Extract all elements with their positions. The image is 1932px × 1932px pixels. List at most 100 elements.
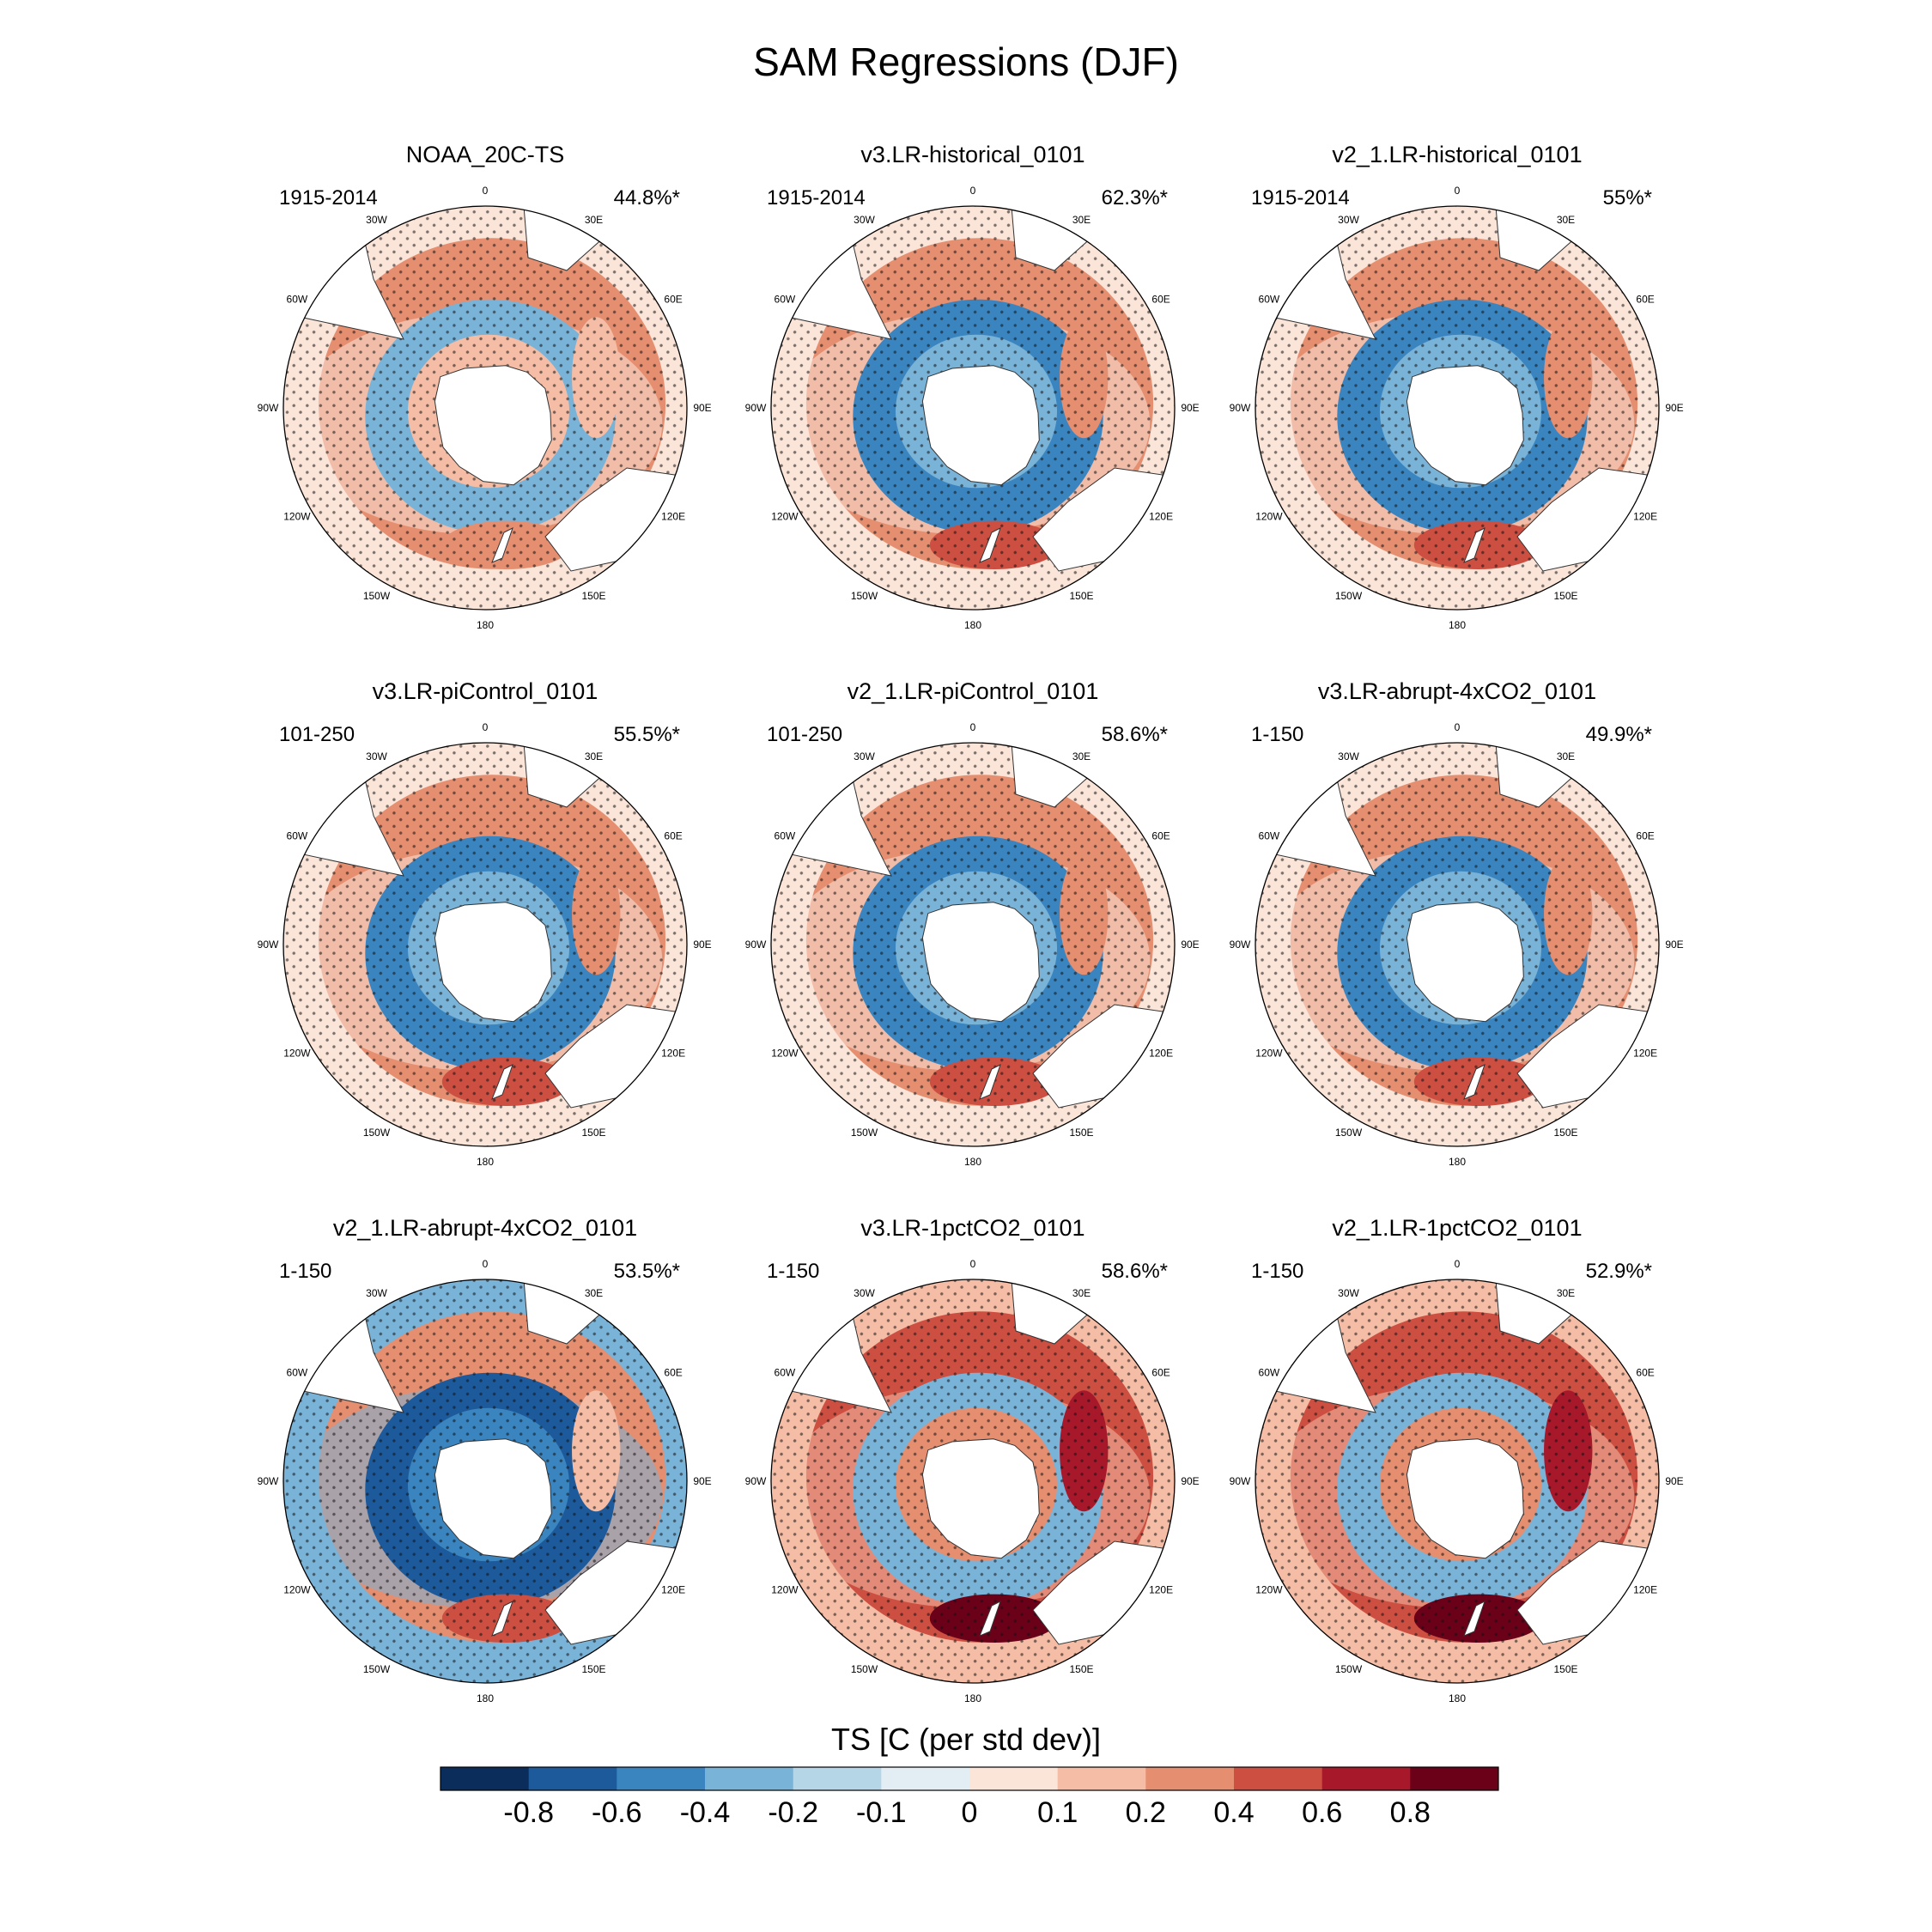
longitude-label: 90W xyxy=(1230,939,1251,951)
map-field xyxy=(283,743,687,1146)
australia-landmass xyxy=(1516,1004,1659,1109)
australia-landmass xyxy=(1516,467,1659,572)
map-border xyxy=(283,1279,688,1684)
longitude-label: 90E xyxy=(1181,402,1199,414)
longitude-label: 60W xyxy=(775,1367,796,1379)
longitude-label: 90W xyxy=(258,1475,279,1487)
longitude-label: 120W xyxy=(283,1584,311,1596)
longitude-label: 120W xyxy=(1255,511,1283,523)
map-panel: NOAA_20C-TS 1915-2014 44.8%* 0 30E 60E 90E 120E… xyxy=(258,142,712,631)
longitude-label: 60W xyxy=(287,294,308,306)
colorbar-tick-label: 0 xyxy=(962,1796,978,1829)
longitude-label: 180 xyxy=(1449,1692,1466,1704)
map-field xyxy=(771,206,1175,610)
longitude-label: 120E xyxy=(1633,1048,1657,1060)
colorbar-swatch xyxy=(528,1767,617,1790)
longitude-label: 120E xyxy=(661,1584,685,1596)
colorbar-tick-label: 0.2 xyxy=(1126,1796,1166,1829)
colorbar-swatch xyxy=(1145,1767,1235,1790)
panel-title: v3.LR-abrupt-4xCO2_0101 xyxy=(1318,678,1596,704)
colorbar-swatch xyxy=(440,1767,530,1790)
longitude-label: 180 xyxy=(964,1156,981,1168)
panel-period: 101-250 xyxy=(279,723,355,746)
longitude-label: 30E xyxy=(1072,750,1091,762)
antarctica-landmass xyxy=(1406,902,1524,1023)
longitude-label: 180 xyxy=(964,619,981,631)
panel-period: 1-150 xyxy=(1251,723,1303,746)
longitude-label: 150E xyxy=(1553,1127,1577,1139)
new-zealand-landmass xyxy=(1463,527,1485,563)
map-panel: v2_1.LR-1pctCO2_0101 1-150 52.9%* 0 30E 60E 90… xyxy=(1230,1215,1684,1704)
panel-variance: 62.3%* xyxy=(1102,186,1168,210)
longitude-label: 120E xyxy=(1633,1584,1657,1596)
map-panel: v3.LR-historical_0101 1915-2014 62.3%* 0 30E… xyxy=(745,142,1200,631)
australia-landmass xyxy=(1516,1540,1659,1645)
longitude-label: 180 xyxy=(1449,619,1466,631)
map-border xyxy=(770,205,1176,611)
longitude-label: 120E xyxy=(1633,511,1657,523)
longitude-label: 60E xyxy=(1151,1367,1170,1379)
longitude-label: 120W xyxy=(771,1048,799,1060)
longitude-label: 120E xyxy=(1149,1584,1173,1596)
colorbar-tick-label: 0.8 xyxy=(1390,1796,1431,1829)
panel-title: v3.LR-piControl_0101 xyxy=(373,678,598,704)
longitude-label: 150E xyxy=(1069,1127,1093,1139)
longitude-label: 180 xyxy=(477,1692,494,1704)
colorbar-tick-label: -0.4 xyxy=(680,1796,731,1829)
colorbar-tick-label: -0.2 xyxy=(768,1796,818,1829)
longitude-label: 150E xyxy=(581,590,605,602)
longitude-label: 30W xyxy=(366,214,387,226)
panel-variance: 58.6%* xyxy=(1102,1260,1168,1283)
map-panel: v2_1.LR-piControl_0101 101-250 58.6%* 0 30E 6… xyxy=(745,678,1200,1168)
longitude-label: 180 xyxy=(477,1156,494,1168)
longitude-label: 0 xyxy=(1455,1258,1461,1270)
colorbar-swatch xyxy=(793,1767,882,1790)
colorbar-tick-label: -0.6 xyxy=(592,1796,642,1829)
longitude-label: 0 xyxy=(1455,721,1461,733)
longitude-label: 150W xyxy=(363,1127,391,1139)
longitude-label: 90E xyxy=(693,1475,711,1487)
panel-title: v2_1.LR-historical_0101 xyxy=(1332,142,1582,167)
longitude-label: 30E xyxy=(585,214,603,226)
figure-title: SAM Regressions (DJF) xyxy=(753,39,1179,84)
colorbar-swatch xyxy=(617,1767,706,1790)
map-field xyxy=(283,1279,687,1683)
longitude-label: 60E xyxy=(664,830,682,842)
new-zealand-landmass xyxy=(491,527,513,563)
panel-title: v2_1.LR-piControl_0101 xyxy=(848,678,1099,704)
map-panel: v2_1.LR-historical_0101 1915-2014 55%* 0 30E… xyxy=(1230,142,1684,631)
longitude-label: 30W xyxy=(1338,750,1359,762)
colorbar-swatch xyxy=(969,1767,1059,1790)
map-border xyxy=(283,742,688,1147)
longitude-label: 120W xyxy=(771,1584,799,1596)
colorbar-swatch xyxy=(1410,1767,1499,1790)
panel-variance: 49.9%* xyxy=(1586,723,1652,746)
longitude-label: 150W xyxy=(851,590,878,602)
longitude-label: 30W xyxy=(366,1287,387,1299)
longitude-label: 150W xyxy=(1335,1663,1363,1675)
new-zealand-landmass xyxy=(491,1601,513,1637)
panel-period: 1915-2014 xyxy=(279,186,378,210)
longitude-label: 60W xyxy=(287,1367,308,1379)
longitude-label: 90E xyxy=(693,402,711,414)
longitude-label: 90E xyxy=(693,939,711,951)
map-field xyxy=(771,743,1175,1146)
longitude-label: 120W xyxy=(771,511,799,523)
longitude-label: 150E xyxy=(1553,590,1577,602)
longitude-label: 30W xyxy=(854,1287,875,1299)
colorbar-swatch xyxy=(1234,1767,1323,1790)
map-border xyxy=(770,742,1176,1147)
longitude-label: 30E xyxy=(1557,214,1575,226)
longitude-label: 150W xyxy=(851,1127,878,1139)
panel-period: 101-250 xyxy=(767,723,842,746)
antarctica-landmass xyxy=(434,902,552,1023)
longitude-label: 30W xyxy=(1338,214,1359,226)
antarctica-landmass xyxy=(434,365,552,486)
panel-period: 1-150 xyxy=(279,1260,331,1283)
longitude-label: 180 xyxy=(964,1692,981,1704)
longitude-label: 120W xyxy=(1255,1584,1283,1596)
longitude-label: 0 xyxy=(483,1258,489,1270)
longitude-label: 120W xyxy=(283,511,311,523)
longitude-label: 60E xyxy=(1636,294,1654,306)
